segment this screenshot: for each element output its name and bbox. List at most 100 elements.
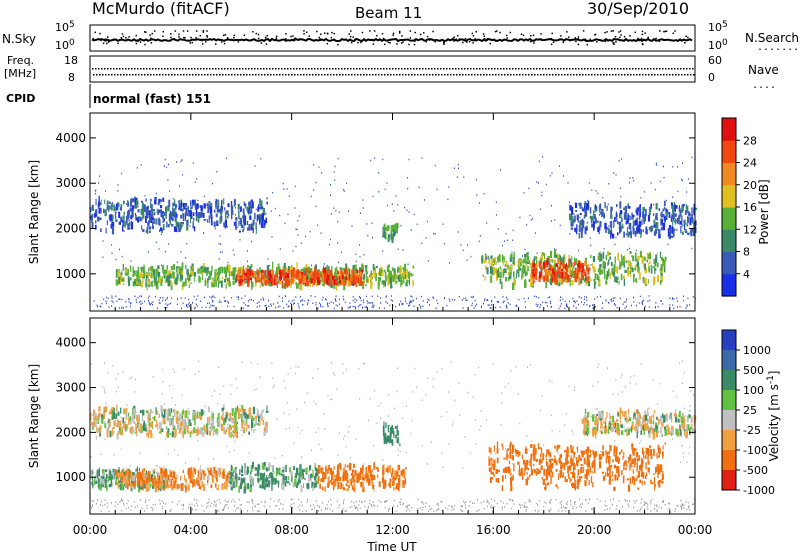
power-cell	[543, 268, 546, 273]
velocity-cell	[126, 479, 129, 486]
velocity-cell	[331, 481, 334, 485]
freq-point	[602, 68, 604, 70]
nsearch-point	[586, 43, 588, 46]
nave-point	[501, 74, 503, 76]
power-cell	[397, 275, 400, 281]
power-cell	[158, 278, 161, 283]
power-cell	[262, 275, 265, 279]
velocity-cell	[228, 471, 232, 474]
velocity-cell	[271, 477, 274, 485]
power-cell	[290, 278, 292, 281]
power-cell	[373, 270, 376, 273]
power-cell	[237, 273, 240, 279]
power-cell	[149, 303, 151, 306]
power-cell	[243, 265, 245, 271]
power-cell	[176, 266, 178, 273]
power-cell	[307, 303, 309, 306]
power-cell	[132, 266, 134, 273]
power-cell	[358, 279, 361, 287]
velocity-cell	[529, 474, 531, 478]
velocity-cell	[653, 477, 655, 485]
power-cell	[526, 264, 528, 270]
power-cell	[160, 212, 163, 217]
nave-point	[678, 74, 680, 76]
nave-point	[651, 74, 653, 76]
power-cell	[669, 215, 671, 218]
power-cell	[586, 203, 588, 210]
power-cell	[244, 280, 247, 284]
velocity-cell	[310, 473, 312, 478]
power-cell	[299, 296, 301, 298]
power-cell	[139, 295, 141, 297]
power-cell	[328, 279, 331, 286]
power-cell	[153, 212, 156, 216]
power-cell	[347, 275, 350, 284]
velocity-cell	[308, 470, 310, 473]
velocity-cell	[214, 469, 217, 478]
power-cell	[279, 275, 281, 281]
nave-point	[459, 74, 461, 76]
velocity-cell	[104, 480, 107, 488]
velocity-cell	[157, 472, 160, 476]
power-cell	[117, 202, 120, 207]
power-cell	[527, 251, 529, 256]
power-cell	[232, 270, 235, 278]
power-cell	[134, 295, 136, 298]
power-cell	[434, 164, 436, 167]
power-cell	[676, 297, 678, 299]
power-cell	[521, 267, 524, 274]
power-cell	[655, 162, 657, 165]
power-cell	[206, 204, 208, 206]
nsearch-point	[400, 42, 403, 44]
nave-point	[480, 74, 482, 76]
velocity-cell	[138, 473, 140, 476]
power-cell	[372, 306, 374, 309]
velocity-cell	[194, 470, 197, 475]
power-cell	[233, 253, 235, 256]
power-cell	[372, 304, 374, 306]
velocity-cell	[211, 476, 215, 483]
power-cell	[101, 302, 103, 305]
power-cell	[578, 296, 580, 298]
nave-point	[204, 74, 206, 76]
power-cell	[207, 207, 210, 213]
power-cell	[167, 275, 170, 281]
power-cell	[635, 278, 637, 284]
power-cell	[549, 175, 551, 177]
power-cell	[630, 215, 632, 220]
power-cell	[638, 220, 642, 227]
power-cell	[552, 273, 555, 282]
nsearch-point	[135, 34, 137, 37]
velocity-cell	[229, 481, 232, 485]
power-cell	[378, 191, 380, 193]
power-cell	[347, 268, 351, 271]
power-cell	[254, 212, 256, 220]
velocity-cell	[143, 475, 145, 481]
power-cell	[535, 303, 537, 306]
power-cell	[192, 226, 194, 228]
nave-point	[120, 74, 122, 76]
power-cell	[573, 261, 576, 266]
nave-point	[528, 74, 530, 76]
power-cell	[373, 267, 376, 272]
power-cell	[127, 212, 129, 217]
velocity-cell	[117, 472, 120, 477]
power-cell	[389, 277, 392, 284]
nave-point	[276, 74, 278, 76]
velocity-cell	[204, 473, 207, 476]
power-cell	[534, 271, 537, 277]
power-cell	[147, 297, 149, 299]
power-cell	[680, 225, 682, 231]
velocity-cell	[254, 467, 257, 471]
power-cell	[411, 296, 413, 298]
power-cell	[639, 213, 641, 221]
velocity-cell	[312, 486, 314, 491]
nave-point	[366, 74, 368, 76]
power-cell	[555, 277, 557, 285]
power-cell	[243, 224, 245, 230]
power-cell	[354, 281, 357, 285]
nave-point	[105, 74, 107, 76]
velocity-cell	[333, 466, 336, 470]
power-cell	[355, 260, 357, 263]
